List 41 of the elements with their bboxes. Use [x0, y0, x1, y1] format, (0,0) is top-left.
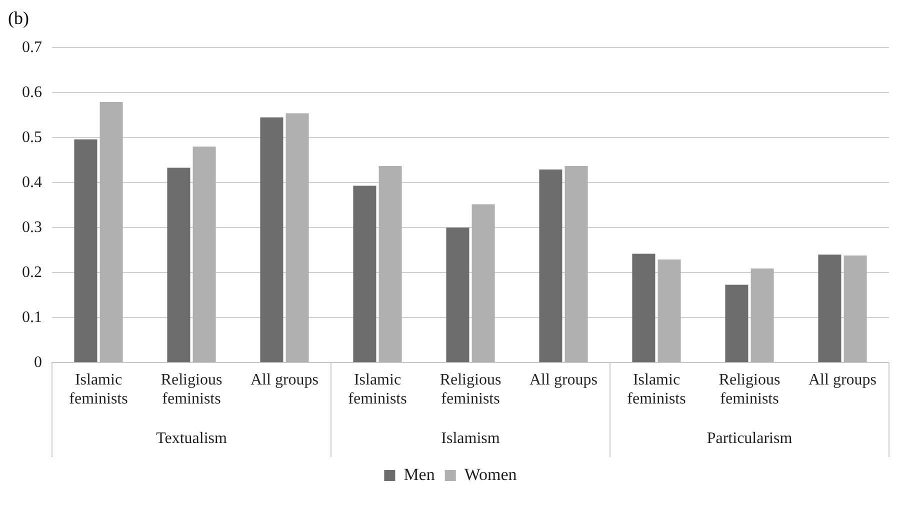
y-tick-label: 0.2 — [22, 264, 42, 281]
legend-label: Men — [404, 464, 436, 484]
x-tick-label: Islamic feminists — [69, 371, 128, 408]
x-tick-label: All groups — [530, 371, 598, 388]
bar — [818, 254, 842, 362]
bar — [446, 228, 470, 362]
x-tick-label: Religious feminists — [160, 371, 222, 408]
bar — [539, 170, 562, 362]
bar — [750, 268, 774, 362]
bar — [286, 113, 309, 362]
bar — [564, 166, 588, 362]
bar — [472, 204, 495, 362]
text: Islamism — [441, 430, 500, 448]
y-tick-label: 0.4 — [22, 174, 42, 191]
bar — [353, 186, 376, 362]
y-tick-label: 0.1 — [22, 308, 42, 326]
y-tick-label: 0 — [34, 354, 42, 371]
bar — [725, 284, 748, 362]
legend-label: Women — [464, 464, 518, 484]
bar — [378, 166, 402, 362]
x-tick-label: Religious feminists — [718, 371, 780, 408]
y-tick-label: 0.5 — [22, 128, 42, 146]
x-tick-label: Religious feminists — [440, 371, 502, 408]
y-tick-label: 0.7 — [22, 38, 42, 56]
text: Textualism — [156, 430, 228, 448]
x-tick-label: Islamic feminists — [627, 371, 686, 408]
y-tick-label: 0.6 — [22, 84, 42, 101]
bar — [74, 139, 98, 362]
text: Particularism — [706, 430, 793, 448]
bar — [632, 254, 656, 362]
y-tick-label: 0.3 — [22, 218, 42, 236]
x-tick-label: All groups — [250, 371, 318, 388]
bar — [100, 102, 123, 362]
bar — [260, 117, 284, 362]
bar — [192, 146, 216, 362]
chart-title: (b) — [8, 8, 30, 28]
x-tick-label: Islamic feminists — [348, 371, 407, 408]
x-tick-label: All groups — [808, 371, 876, 388]
bar — [167, 168, 190, 362]
bar — [658, 260, 681, 362]
bar — [844, 256, 867, 362]
